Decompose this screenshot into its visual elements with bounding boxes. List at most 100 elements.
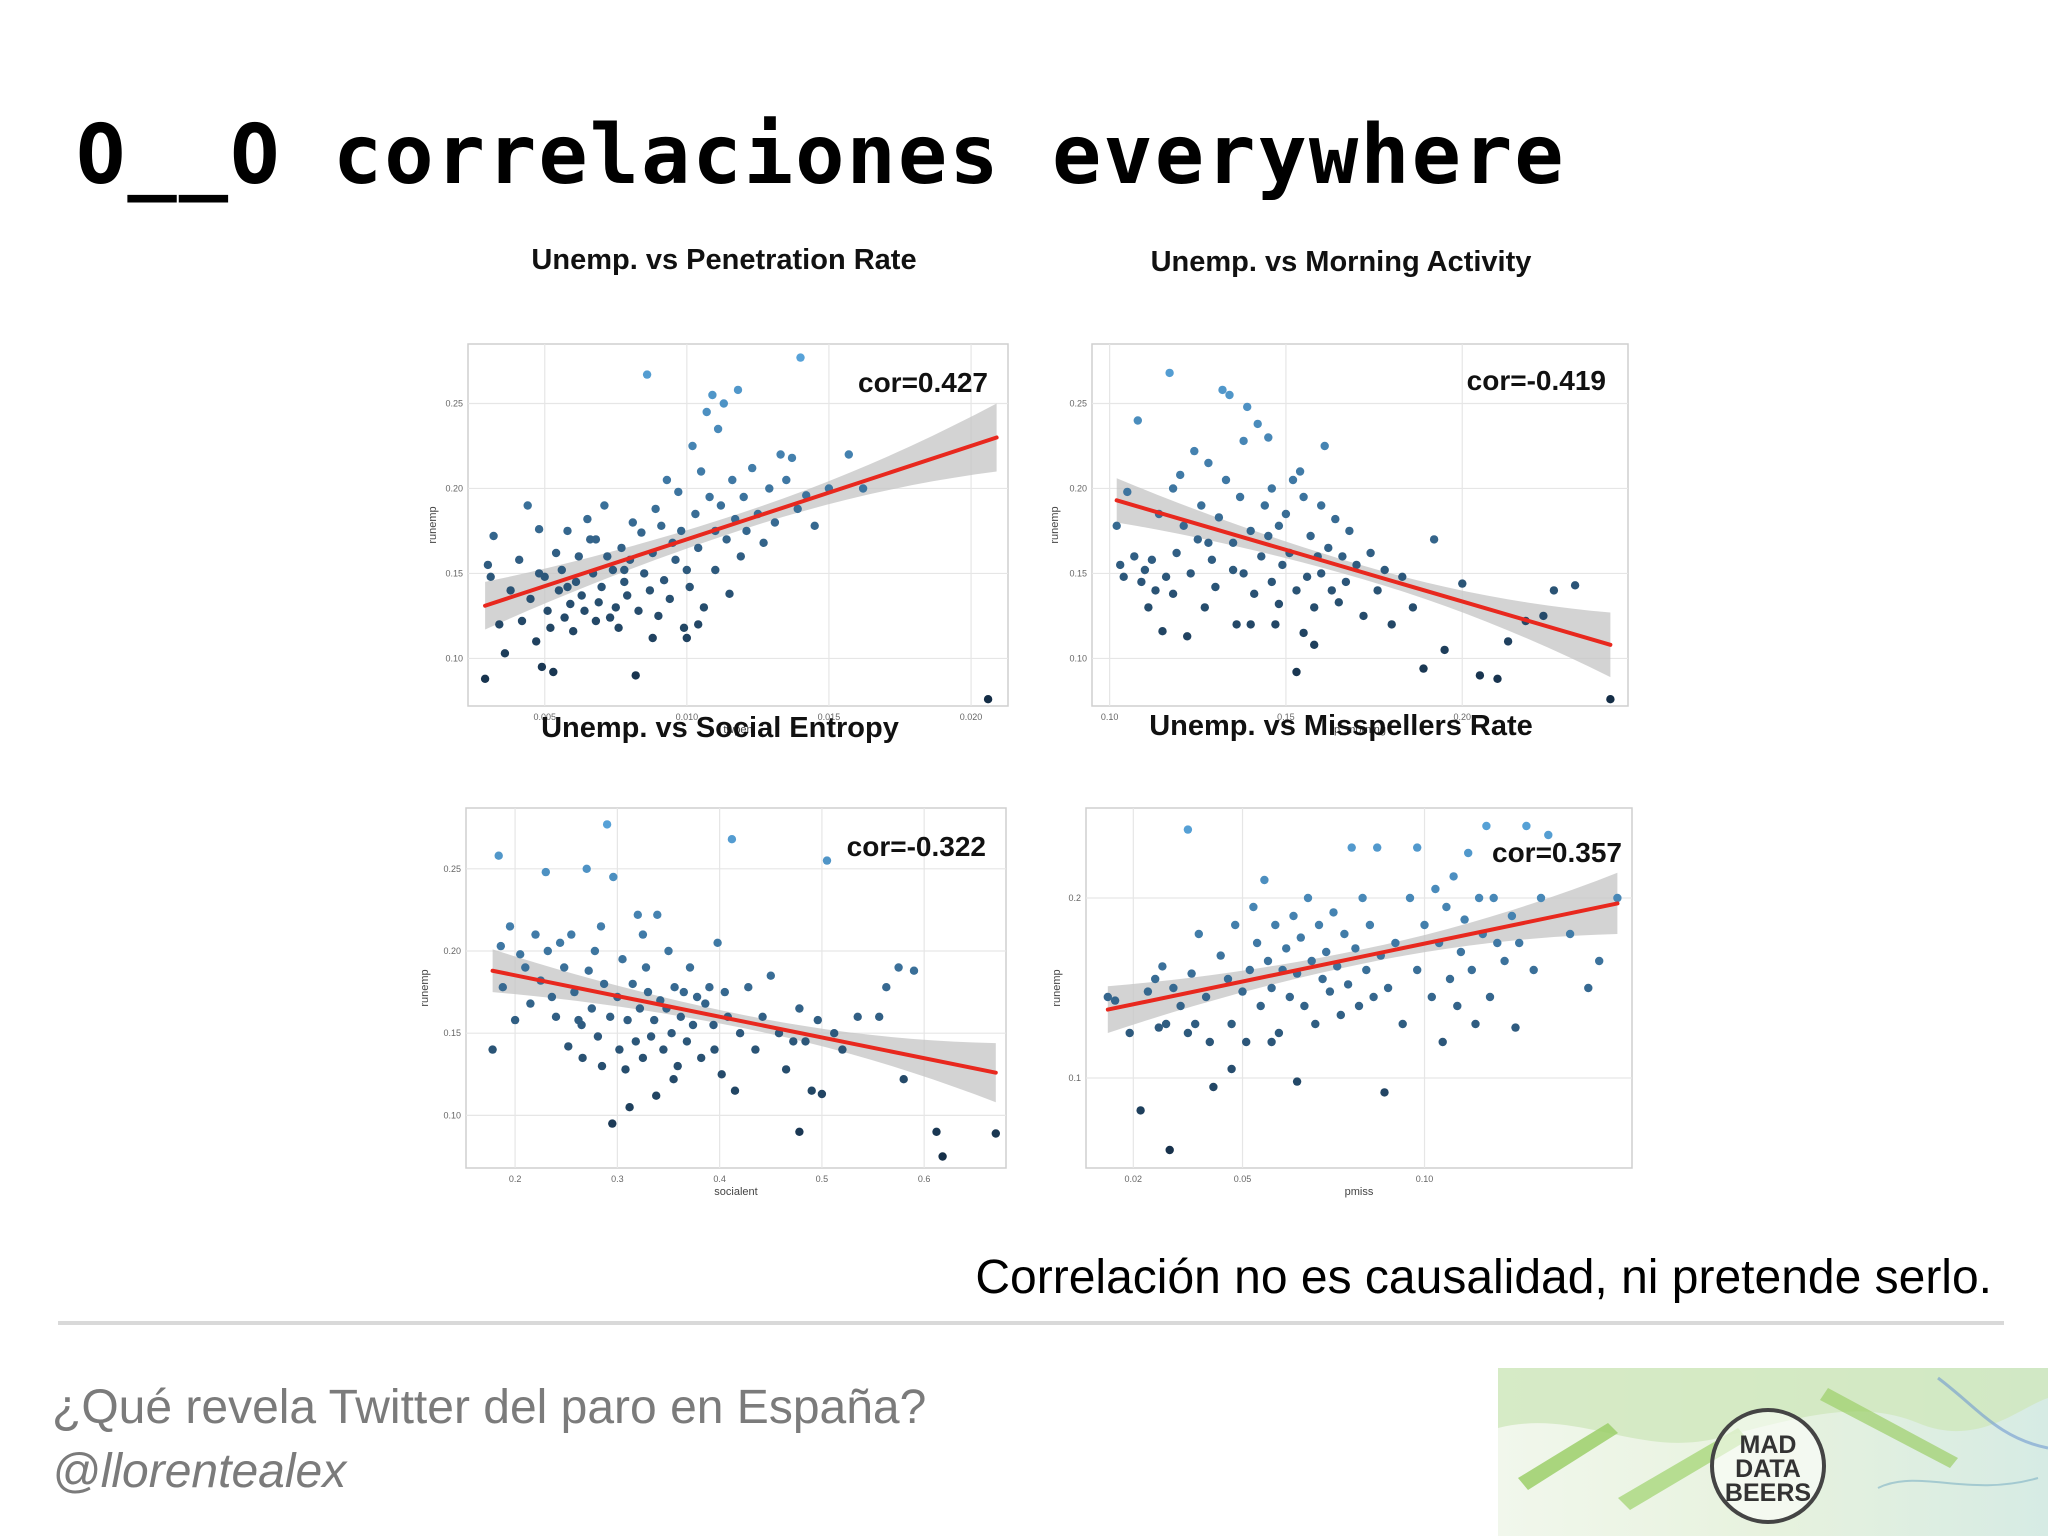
trend-line — [483, 435, 999, 608]
data-point — [817, 1089, 827, 1099]
data-point — [1260, 501, 1269, 510]
data-point — [776, 450, 785, 459]
chart-panel-penetration-rate: Unemp. vs Penetration Rate 0.005 0.010 0.0… — [427, 240, 1020, 736]
data-point — [751, 1045, 760, 1054]
data-point — [541, 867, 550, 877]
data-point — [584, 966, 593, 975]
data-point — [515, 555, 524, 564]
data-point — [1343, 980, 1353, 989]
x-tick-label: 0.20 — [1453, 712, 1471, 722]
data-point — [728, 475, 737, 485]
data-point — [557, 565, 566, 575]
data-point — [932, 1127, 941, 1136]
scatter-plot: 0.005 0.010 0.015 0.020 0.10 0.15 0.20 0.25 twpe… — [427, 343, 1009, 736]
data-point — [720, 987, 729, 997]
y-tick-label: 0.15 — [1069, 568, 1087, 578]
x-tick-label: 0.10 — [1101, 712, 1119, 722]
data-point — [671, 555, 680, 564]
data-point — [717, 1070, 726, 1079]
data-point — [705, 492, 714, 502]
chart-title: Unemp. vs Social Entropy — [541, 712, 899, 744]
data-point — [1201, 992, 1211, 1002]
chart-panel-social-entropy: Unemp. vs Social Entropy 0.2 0.3 0.4 0.5 0.6… — [419, 704, 1020, 1198]
x-tick-label: 0.2 — [509, 1174, 522, 1184]
data-point — [659, 1045, 668, 1054]
data-point — [1227, 1019, 1236, 1029]
data-point — [909, 966, 919, 975]
data-point — [1274, 599, 1284, 609]
data-point — [574, 552, 583, 561]
data-point — [1194, 929, 1203, 939]
data-point — [875, 1012, 884, 1021]
data-point — [679, 623, 689, 632]
data-point — [727, 835, 737, 844]
data-point — [1133, 416, 1142, 425]
data-point — [1405, 893, 1415, 903]
data-point — [701, 999, 710, 1008]
data-point — [1140, 565, 1150, 575]
data-point — [551, 1012, 561, 1021]
data-point — [1369, 992, 1378, 1002]
data-point — [1522, 821, 1531, 831]
data-point — [1438, 1037, 1447, 1047]
y-tick-label: 0.25 — [445, 398, 463, 408]
data-point — [1183, 1028, 1193, 1038]
data-point — [1613, 893, 1622, 903]
data-point — [1431, 884, 1440, 894]
data-point — [537, 662, 547, 672]
data-point — [1458, 579, 1467, 588]
data-point — [546, 623, 555, 632]
data-point — [1493, 938, 1502, 948]
data-point — [1493, 674, 1502, 683]
data-point — [1256, 1001, 1265, 1011]
data-point — [1303, 893, 1313, 903]
confidence-band — [1107, 872, 1618, 1033]
data-point — [758, 1012, 767, 1021]
data-point — [748, 463, 757, 473]
data-point — [1322, 947, 1331, 957]
data-point — [623, 1015, 632, 1025]
data-point — [563, 582, 572, 592]
data-point — [795, 1127, 804, 1136]
data-point — [1340, 929, 1349, 939]
mad-data-beers-logo: MAD DATA BEERS — [1498, 1368, 2048, 1536]
data-point — [564, 1042, 573, 1051]
data-point — [1500, 956, 1509, 966]
y-axis-label: runemp — [419, 969, 431, 1006]
data-point — [1151, 586, 1160, 595]
y-tick-label: 0.15 — [443, 1028, 461, 1038]
data-point — [787, 453, 797, 463]
data-point — [795, 1004, 804, 1013]
x-axis-label: pmiss — [1345, 1186, 1374, 1198]
scatter-plot: 0.02 0.05 0.10 0.1 0.2 pmiss runemp cor=0.357 — [1051, 807, 1633, 1198]
data-point — [1440, 645, 1449, 655]
data-point — [1147, 555, 1157, 564]
data-point — [1161, 572, 1171, 581]
data-point — [1274, 521, 1284, 530]
data-point — [1380, 565, 1389, 575]
data-point — [669, 1075, 678, 1084]
data-point — [1245, 965, 1254, 975]
slide-title: O__O correlaciones everywhere — [76, 108, 1566, 203]
data-point — [899, 1075, 908, 1084]
data-point — [1207, 555, 1217, 564]
data-point — [599, 979, 609, 989]
data-point — [591, 616, 601, 626]
data-point — [1536, 893, 1546, 903]
data-point — [991, 1129, 1000, 1138]
data-point — [623, 591, 632, 600]
data-point — [505, 922, 515, 931]
data-point — [1143, 987, 1153, 996]
data-point — [1281, 509, 1291, 519]
data-point — [1271, 920, 1280, 930]
data-point — [489, 531, 498, 541]
data-point — [1249, 902, 1258, 912]
data-point — [1204, 538, 1213, 547]
data-point — [730, 1086, 740, 1095]
data-point — [1292, 667, 1301, 677]
data-point — [1539, 611, 1548, 621]
data-point — [570, 987, 579, 997]
x-tick-label: 0.3 — [611, 1174, 624, 1184]
data-point — [547, 992, 557, 1002]
data-point — [1288, 475, 1298, 485]
